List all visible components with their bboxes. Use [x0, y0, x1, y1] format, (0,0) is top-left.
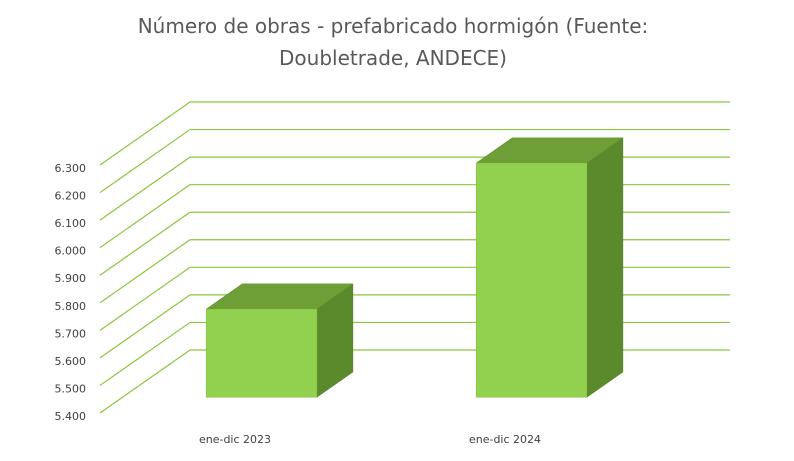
grid-line	[99, 294, 191, 359]
grid-line	[99, 349, 191, 414]
chart-title: Número de obras - prefabricado hormigón …	[137, 14, 649, 70]
y-tick-label: 5.800	[55, 300, 87, 313]
grid-line	[99, 321, 191, 386]
y-tick-label: 5.400	[55, 410, 87, 423]
y-tick-label: 6.200	[55, 190, 87, 203]
grid-line	[99, 156, 191, 221]
grid-line	[99, 184, 191, 249]
x-tick-label: ene-dic 2024	[469, 433, 541, 446]
bar	[205, 308, 318, 398]
grid-line	[99, 101, 191, 166]
grid-line	[99, 129, 191, 194]
y-tick-label: 5.900	[55, 272, 87, 285]
y-tick-label: 5.500	[55, 382, 87, 395]
bar-side	[586, 137, 624, 398]
y-tick-label: 5.700	[55, 327, 87, 340]
x-tick-label: ene-dic 2023	[199, 433, 271, 446]
y-tick-label: 6.000	[55, 245, 87, 258]
bar	[475, 162, 588, 398]
y-tick-label: 5.600	[55, 355, 87, 368]
grid-line	[99, 266, 191, 331]
y-tick-label: 6.100	[55, 217, 87, 230]
grid-line	[99, 239, 191, 304]
y-tick-label: 6.300	[55, 162, 87, 175]
grid-line	[99, 211, 191, 276]
